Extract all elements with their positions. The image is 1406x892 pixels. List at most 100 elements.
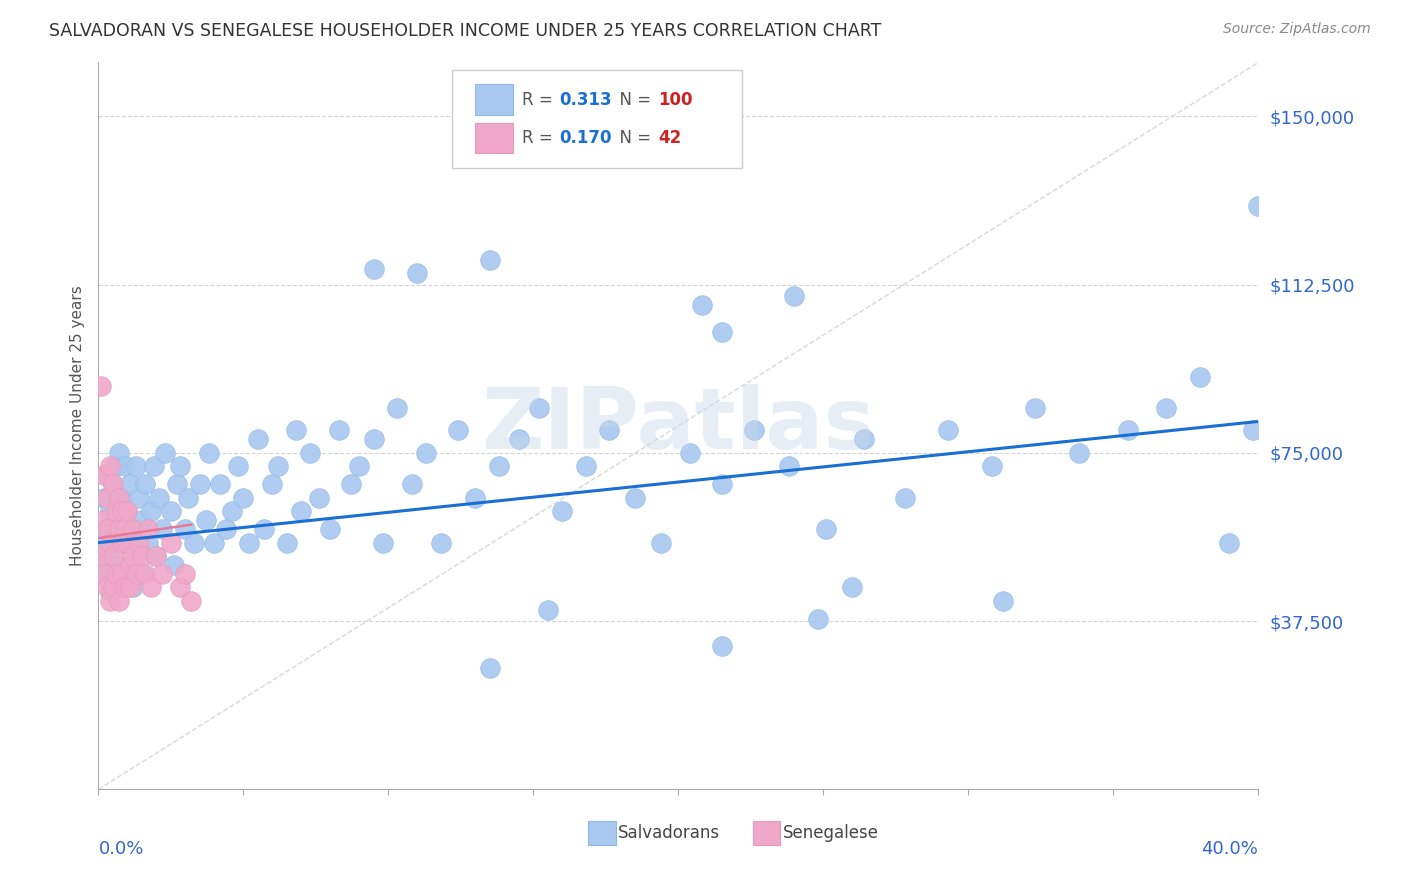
Point (339, 477, 361, 491)
Point (710, 477, 733, 491)
Point (142, 459, 165, 474)
Point (148, 491, 170, 505)
Text: SALVADORAN VS SENEGALESE HOUSEHOLDER INCOME UNDER 25 YEARS CORRELATION CHART: SALVADORAN VS SENEGALESE HOUSEHOLDER INC… (49, 22, 882, 40)
Point (117, 535, 139, 549)
Point (290, 504, 312, 518)
Point (96, 468, 118, 483)
Point (815, 522, 838, 536)
Point (136, 522, 159, 536)
Point (101, 549, 124, 563)
Point (120, 558, 142, 572)
Point (128, 491, 150, 505)
Point (134, 567, 156, 582)
Point (690, 298, 713, 312)
Point (349, 459, 371, 474)
Point (98, 504, 121, 518)
Point (107, 558, 129, 572)
Point (710, 639, 733, 653)
Point (114, 522, 136, 536)
Text: 42: 42 (658, 129, 682, 147)
Point (163, 558, 186, 572)
Point (101, 535, 124, 549)
Point (169, 581, 191, 595)
Point (93, 468, 115, 483)
Point (742, 424, 765, 438)
Point (128, 535, 150, 549)
Point (93, 567, 115, 582)
Point (111, 522, 132, 536)
Point (122, 522, 145, 536)
Point (90, 531, 112, 545)
Point (145, 549, 167, 563)
Text: R =: R = (522, 90, 558, 109)
Text: N =: N = (609, 90, 657, 109)
FancyBboxPatch shape (588, 822, 616, 845)
Point (1247, 199, 1270, 213)
Point (160, 535, 183, 549)
Point (96, 491, 118, 505)
Point (807, 612, 830, 626)
Point (447, 424, 470, 438)
Point (464, 491, 486, 505)
Point (197, 446, 219, 460)
Text: ZIPatlas: ZIPatlas (481, 384, 876, 467)
Point (174, 567, 197, 582)
Point (371, 535, 394, 549)
Point (136, 535, 159, 549)
Point (101, 581, 124, 595)
Point (551, 504, 574, 518)
Point (114, 567, 136, 582)
Point (107, 446, 129, 460)
Point (598, 424, 620, 438)
Point (117, 504, 139, 518)
Text: Salvadorans: Salvadorans (619, 824, 720, 842)
Point (1154, 401, 1177, 415)
Point (139, 581, 162, 595)
Point (131, 549, 153, 563)
Point (96, 549, 118, 563)
Y-axis label: Householder Income Under 25 years: Householder Income Under 25 years (69, 285, 84, 566)
Point (1189, 369, 1212, 384)
Point (117, 504, 139, 518)
Point (114, 459, 136, 474)
Point (101, 477, 124, 491)
Point (262, 477, 284, 491)
Point (624, 491, 647, 505)
Point (238, 535, 260, 549)
Point (363, 433, 385, 447)
Point (478, 661, 501, 675)
Point (107, 522, 129, 536)
Point (308, 491, 330, 505)
Point (120, 477, 142, 491)
Point (145, 549, 167, 563)
Point (107, 491, 129, 505)
Point (401, 477, 423, 491)
Point (122, 549, 145, 563)
Point (783, 289, 806, 303)
Point (160, 504, 183, 518)
Point (111, 491, 132, 505)
Point (710, 325, 733, 339)
FancyBboxPatch shape (752, 822, 780, 845)
Point (204, 535, 226, 549)
Point (134, 477, 156, 491)
Point (253, 522, 276, 536)
Point (125, 549, 148, 563)
Point (267, 459, 290, 474)
Text: Senegalese: Senegalese (783, 824, 879, 842)
Point (98, 459, 121, 474)
Point (96, 522, 118, 536)
Point (284, 424, 307, 438)
Point (120, 581, 142, 595)
Point (232, 491, 254, 505)
Point (226, 459, 249, 474)
Point (1067, 446, 1090, 460)
Text: 0.0%: 0.0% (98, 840, 143, 858)
Point (96, 581, 118, 595)
Point (98, 594, 121, 608)
Point (246, 433, 269, 447)
Point (478, 252, 501, 267)
Point (319, 522, 342, 536)
Point (328, 424, 350, 438)
Point (104, 459, 127, 474)
